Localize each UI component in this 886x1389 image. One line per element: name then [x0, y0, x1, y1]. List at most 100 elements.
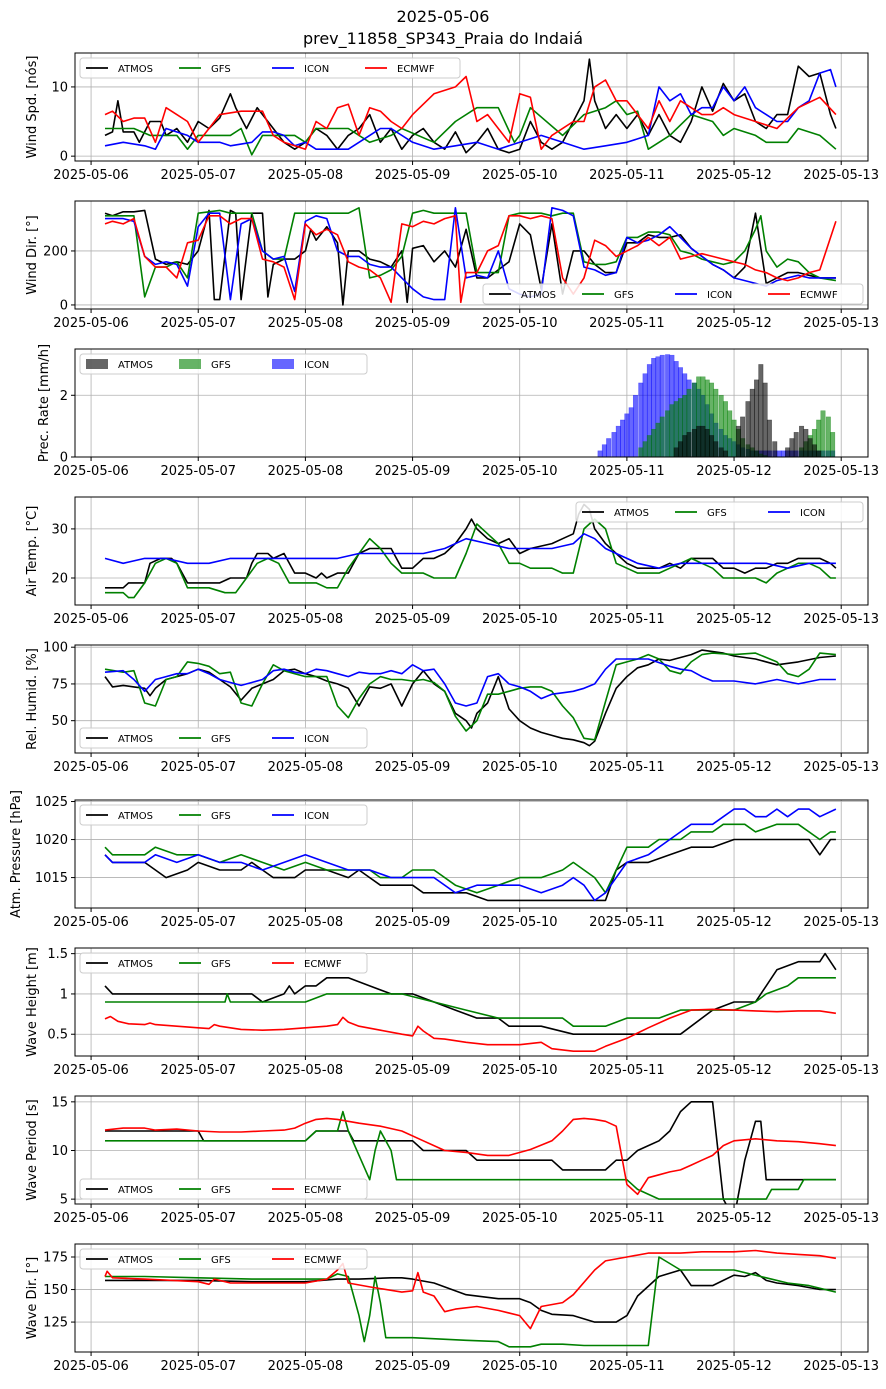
legend-label-icon: ICON	[304, 734, 329, 745]
precip-bar-gfs	[659, 416, 665, 457]
x-tick-label: 2025-05-08	[268, 168, 344, 183]
series-line-gfs	[105, 518, 836, 599]
x-tick-label: 2025-05-06	[53, 1063, 129, 1078]
legend-label-atmos: ATMOS	[118, 959, 153, 970]
y-tick-label: 1025	[35, 795, 68, 810]
x-tick-label: 2025-05-09	[375, 1211, 451, 1226]
y-tick-label: 2	[60, 389, 68, 404]
x-tick-label: 2025-05-10	[482, 760, 558, 775]
series-line-icon	[104, 808, 837, 902]
precip-bar-atmos	[811, 444, 817, 457]
x-tick-label: 2025-05-10	[482, 316, 558, 331]
x-tick-label: 2025-05-09	[375, 915, 451, 930]
x-tick-label: 2025-05-09	[375, 1063, 451, 1078]
panel-4: 2025-05-06 2025-05-07 2025-05-08 2025-05-09…	[25, 496, 879, 627]
plot-frame	[74, 644, 869, 754]
precip-bar-gfs	[731, 419, 737, 457]
legend: ATMOS GFS ICON ECMWF	[79, 57, 461, 79]
x-tick-label: 2025-05-12	[696, 1063, 772, 1078]
x-tick-label: 2025-05-11	[589, 464, 665, 479]
series-line-gfs	[105, 207, 837, 298]
x-tick-label: 2025-05-09	[375, 1359, 451, 1374]
series-line-atmos	[104, 838, 836, 902]
series-line-icon	[104, 658, 836, 707]
x-tick-label: 2025-05-13	[803, 760, 879, 775]
x-tick-label: 2025-05-13	[803, 915, 879, 930]
figure-title: 2025-05-06	[396, 7, 490, 26]
series-line-icon	[104, 532, 836, 570]
legend-label-gfs: GFS	[211, 360, 231, 371]
plot-frame	[74, 200, 869, 310]
series-line-atmos	[105, 1101, 836, 1204]
panel-1: 2025-05-06 2025-05-07 2025-05-08 2025-05-09…	[25, 52, 879, 183]
y-tick-label: 75	[51, 677, 68, 692]
legend-label-gfs: GFS	[211, 811, 231, 822]
x-tick-label: 2025-05-11	[589, 612, 665, 627]
y-tick-label: 125	[43, 1316, 68, 1331]
precip-bar-atmos	[713, 441, 719, 457]
panel-9: 2025-05-06 2025-05-07 2025-05-08 2025-05-09…	[25, 1243, 879, 1374]
x-tick-label: 2025-05-06	[53, 1211, 129, 1226]
legend-label-ecmwf: ECMWF	[304, 1185, 342, 1196]
panel-data	[104, 1249, 837, 1348]
legend-label-gfs: GFS	[211, 1185, 231, 1196]
panel-data	[104, 503, 837, 599]
x-tick-label: 2025-05-13	[803, 1359, 879, 1374]
legend-label-atmos: ATMOS	[118, 811, 153, 822]
legend-box	[79, 1178, 368, 1200]
legend: ATMOS GFS ICON	[79, 353, 368, 375]
x-tick-label: 2025-05-09	[375, 760, 451, 775]
precip-bar-atmos	[704, 428, 710, 457]
legend-label-gfs: GFS	[211, 959, 231, 970]
legend-box	[79, 1248, 368, 1270]
x-tick-label: 2025-05-07	[160, 1359, 236, 1374]
panel-8: 2025-05-06 2025-05-07 2025-05-08 2025-05-09…	[25, 1095, 879, 1226]
x-tick-label: 2025-05-08	[268, 915, 344, 930]
precip-bar-gfs	[722, 401, 728, 457]
x-tick-label: 2025-05-06	[53, 464, 129, 479]
precip-bar-gfs	[669, 404, 675, 457]
x-tick-label: 2025-05-11	[589, 1211, 665, 1226]
plot-frame	[74, 799, 869, 909]
series-line-ecmwf	[104, 1008, 837, 1052]
legend-label-gfs: GFS	[707, 508, 727, 519]
panel-data	[104, 952, 837, 1052]
legend-label-gfs: GFS	[211, 734, 231, 745]
precip-bar-icon	[628, 407, 634, 457]
precip-bar-icon	[611, 432, 617, 457]
legend: ATMOS GFS ICON ECMWF	[482, 283, 864, 305]
series-line-ecmwf	[104, 1117, 836, 1196]
legend-label-icon: ICON	[304, 360, 329, 371]
precip-bar-icon	[615, 425, 621, 457]
precip-bar-atmos	[686, 432, 692, 457]
y-axis-label: Wind Spd. [nós]	[25, 56, 40, 159]
precip-bar-gfs	[642, 441, 648, 457]
precip-bar-atmos	[696, 425, 702, 457]
precip-bar-atmos	[754, 379, 760, 457]
legend-box	[79, 952, 368, 974]
y-tick-label: 10	[51, 80, 68, 95]
legend-label-atmos: ATMOS	[118, 64, 153, 75]
precip-bar-gfs	[665, 410, 671, 457]
y-axis-label: Prec. Rate [mm/h]	[37, 344, 52, 462]
precip-bar-atmos	[816, 450, 822, 457]
legend-label-icon: ICON	[304, 811, 329, 822]
y-tick-label: 5	[60, 1193, 68, 1208]
series-line-gfs	[105, 1110, 836, 1200]
x-tick-label: 2025-05-11	[589, 1063, 665, 1078]
legend-label-ecmwf: ECMWF	[304, 959, 342, 970]
x-tick-label: 2025-05-06	[53, 760, 129, 775]
legend-label-gfs: GFS	[211, 64, 231, 75]
x-tick-label: 2025-05-13	[803, 1211, 879, 1226]
y-tick-label: 50	[51, 714, 68, 729]
x-tick-label: 2025-05-12	[696, 760, 772, 775]
precip-bar-icon	[780, 450, 786, 457]
legend-label-gfs: GFS	[211, 1255, 231, 1266]
x-tick-label: 2025-05-07	[160, 915, 236, 930]
x-tick-label: 2025-05-09	[375, 464, 451, 479]
x-tick-label: 2025-05-11	[589, 760, 665, 775]
y-axis-label: Wave Period [s]	[25, 1099, 40, 1200]
precip-bar-gfs	[830, 432, 836, 457]
x-tick-label: 2025-05-11	[589, 316, 665, 331]
